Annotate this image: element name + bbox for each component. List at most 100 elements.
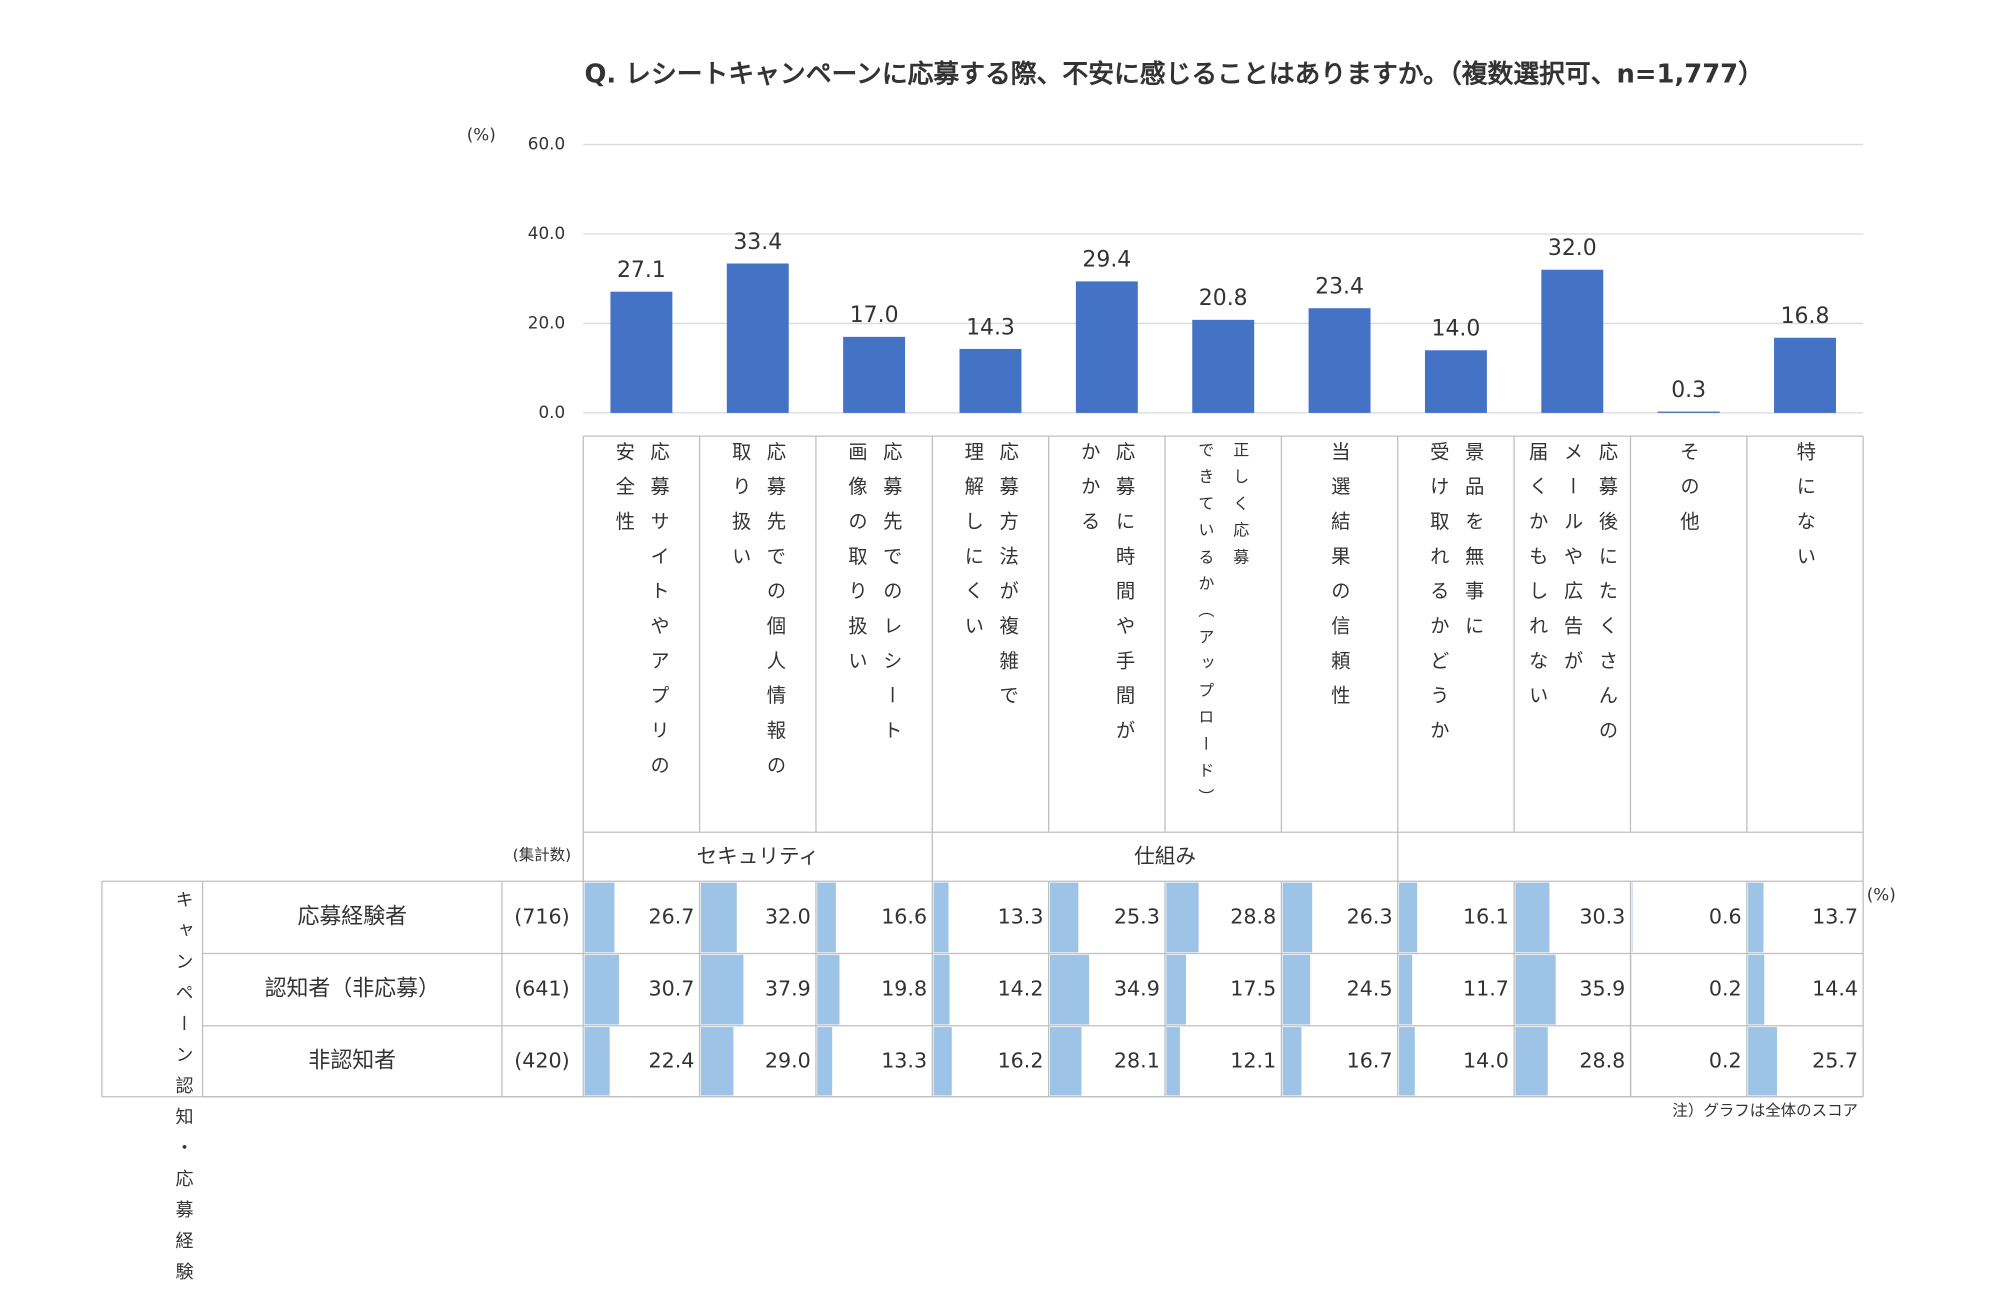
cell-value: 32.0 [765,904,811,928]
cell-bar [817,1027,832,1095]
cell-bar [1050,1027,1082,1095]
category-label: 応募に時間や手間が かかる [1072,441,1142,828]
bar [1658,412,1720,413]
cell-value: 16.7 [1347,1048,1393,1072]
cell-bar [1399,955,1412,1025]
group-label: セキュリティ [697,844,820,868]
y-unit: (%) [467,124,496,144]
note: 注）グラフは全体のスコア [1672,1101,1858,1117]
cell-value: 30.7 [648,977,694,1001]
y-tick-label: 40.0 [528,223,565,243]
cell-bar [1399,1027,1415,1095]
cell-bar [1748,883,1763,953]
count-label: (集計数) [513,846,571,864]
cell-value: 22.4 [648,1048,694,1072]
cell-value: 34.9 [1114,977,1160,1001]
cell-value: 13.3 [881,1048,927,1072]
cell-bar [701,1027,734,1095]
category-label: 応募先での個人情報の 取り扱い [723,441,793,828]
value-label: 33.4 [733,230,782,255]
cell-value: 0.2 [1709,977,1742,1001]
figure: Q. レシートキャンペーンに応募する際、不安に感じることはありますか。（複数選択… [0,0,2000,1117]
cell-bar [585,883,615,953]
category-label: 当選結果の信頼性 [1322,441,1357,828]
cell-value: 12.1 [1230,1048,1276,1072]
cell-bar [1399,883,1417,953]
bar [1309,308,1371,413]
value-label: 14.0 [1432,317,1481,342]
cell-bar [817,955,839,1025]
cell-value: 37.9 [765,977,811,1001]
cell-value: 14.2 [998,977,1044,1001]
cell-bar [1283,1027,1302,1095]
cell-value: 24.5 [1347,977,1393,1001]
cell-value: 25.3 [1114,904,1160,928]
chart-title: Q. レシートキャンペーンに応募する際、不安に感じることはありますか。（複数選択… [584,58,1763,89]
value-label: 14.3 [966,315,1015,340]
row-label: 非認知者 [308,1048,396,1073]
table-unit: (%) [1867,884,1896,904]
cell-value: 35.9 [1579,977,1625,1001]
cell-value: 14.0 [1463,1048,1509,1072]
category-label: 応募方法が複雑で 理解しにくい [956,441,1026,828]
category-label: 景品を無事に 受け取れるかどうか [1421,441,1491,828]
category-label: 応募先でのレシート 画像の取り扱い [839,441,909,828]
cell-bar [934,1027,952,1095]
row-count: (641) [514,977,569,1001]
cell-value: 14.4 [1812,977,1858,1001]
cell-bar [1515,883,1549,953]
value-label: 29.4 [1082,248,1131,273]
category-label: その他 [1671,441,1706,828]
group-label: 仕組み [1134,844,1196,868]
bar [843,337,905,413]
cell-bar [1050,955,1089,1025]
cell-value: 26.7 [648,904,694,928]
bar [960,349,1022,413]
cell-bar [1515,1027,1547,1095]
cell-value: 19.8 [881,977,927,1001]
value-label: 16.8 [1781,304,1830,329]
cell-bar [1748,955,1764,1025]
value-label: 27.1 [617,258,666,283]
bar [610,292,672,413]
cell-value: 11.7 [1463,977,1509,1001]
cell-value: 0.6 [1709,904,1742,928]
cell-value: 0.2 [1709,1048,1742,1072]
row-group-label: キャンペーン認知・応募経験 [106,890,199,1084]
cell-value: 30.3 [1579,904,1625,928]
bar [1192,320,1254,413]
cell-bar [701,955,744,1025]
cell-value: 13.3 [998,904,1044,928]
cell-value: 29.0 [765,1048,811,1072]
row-count: (716) [514,904,569,928]
value-label: 17.0 [850,303,899,328]
cell-bar [585,1027,610,1095]
cell-bar [1050,883,1078,953]
cell-bar [585,955,619,1025]
cell-bar [1166,1027,1180,1095]
cell-bar [1748,1027,1777,1095]
bar [1774,338,1836,413]
cell-bar [1283,955,1311,1025]
cell-value: 17.5 [1230,977,1276,1001]
category-label: 応募サイトやアプリの 安全性 [607,441,677,828]
cell-bar [1166,955,1186,1025]
category-label: 応募後にたくさんの メールや広告が 届くかもしれない [1520,441,1625,828]
cell-bar [1515,955,1555,1025]
category-label: 特にない [1788,441,1823,828]
cell-value: 16.1 [1463,904,1509,928]
y-tick-label: 0.0 [538,402,565,422]
cell-value: 28.8 [1230,904,1276,928]
cell-bar [817,883,836,953]
cell-bar [1166,883,1198,953]
page: Q. レシートキャンペーンに応募する際、不安に感じることはありますか。（複数選択… [0,0,2000,1117]
cell-bar [934,955,950,1025]
cell-value: 28.1 [1114,1048,1160,1072]
value-label: 32.0 [1548,236,1597,261]
cell-value: 16.2 [998,1048,1044,1072]
row-label: 認知者（非応募） [265,977,440,1002]
bar [727,263,789,412]
cell-value: 26.3 [1347,904,1393,928]
value-label: 20.8 [1199,286,1248,311]
cell-value: 28.8 [1579,1048,1625,1072]
